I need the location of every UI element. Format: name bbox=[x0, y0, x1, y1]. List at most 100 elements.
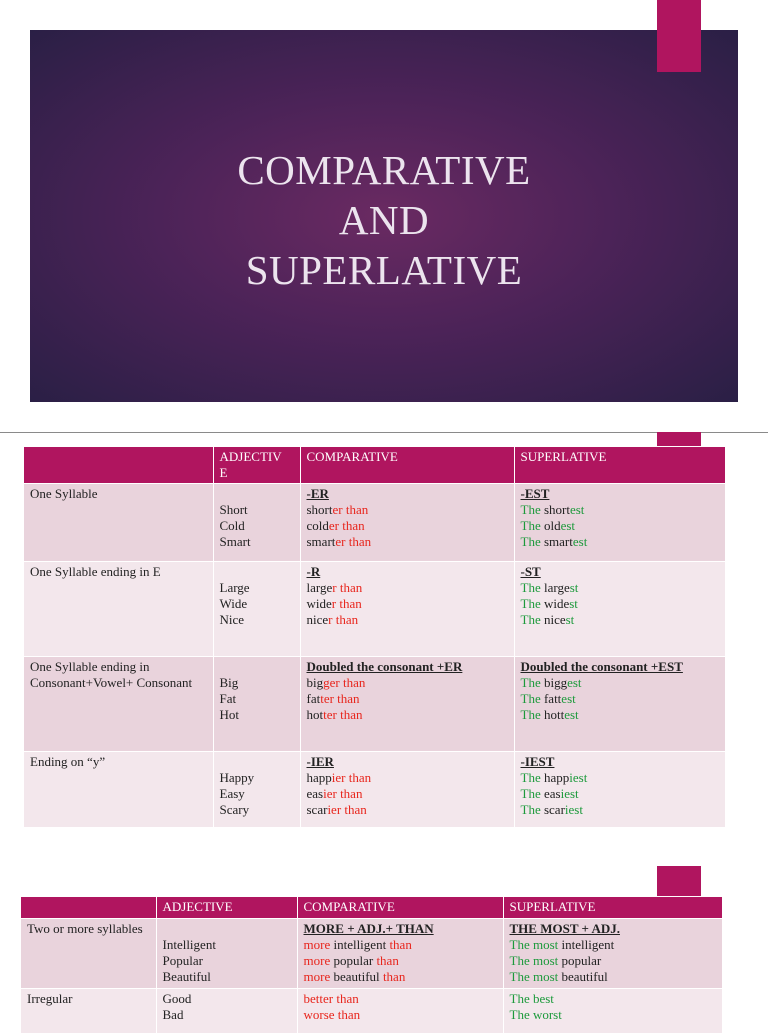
rule-category: One Syllable bbox=[24, 484, 213, 562]
table-row: One Syllable ending in E Large Wide Nice… bbox=[24, 562, 725, 657]
superlative-example: The scariest bbox=[521, 802, 719, 818]
adjective: Fat bbox=[220, 691, 294, 707]
title-line-2: AND bbox=[30, 195, 738, 245]
adjective: Big bbox=[220, 675, 294, 691]
superlative-cell: -IEST The happiest The easiest The scari… bbox=[514, 752, 725, 828]
superlative-example: The most intelligent bbox=[510, 937, 716, 953]
comparative-example: wider than bbox=[307, 596, 508, 612]
superlative-rule: -IEST bbox=[521, 754, 719, 770]
superlative-example: The nicest bbox=[521, 612, 719, 628]
header-category bbox=[21, 897, 156, 919]
table-row: Irregular Good Bad better than worse tha… bbox=[21, 989, 722, 1033]
comparative-rule: -ER bbox=[307, 486, 508, 502]
comparative-example: worse than bbox=[304, 1007, 497, 1023]
superlative-example: The happiest bbox=[521, 770, 719, 786]
slide-title: COMPARATIVE AND SUPERLATIVE bbox=[30, 145, 738, 295]
table-row: Ending on “y” Happy Easy Scary -IER happ… bbox=[24, 752, 725, 828]
adjective: Hot bbox=[220, 707, 294, 723]
superlative-example: The oldest bbox=[521, 518, 719, 534]
comparative-example: better than bbox=[304, 991, 497, 1007]
superlative-cell: -ST The largest The widest The nicest bbox=[514, 562, 725, 657]
comparative-example: nicer than bbox=[307, 612, 508, 628]
adjective: Smart bbox=[220, 534, 294, 550]
adjective: Intelligent bbox=[163, 937, 291, 953]
grammar-table-multi-syllable: ADJECTIVE COMPARATIVE SUPERLATIVE Two or… bbox=[21, 897, 723, 1033]
superlative-rule: Doubled the consonant +EST bbox=[521, 659, 719, 675]
superlative-example: The widest bbox=[521, 596, 719, 612]
rule-category: One Syllable ending in Consonant+Vowel+ … bbox=[24, 657, 213, 752]
header-comparative: COMPARATIVE bbox=[300, 447, 514, 484]
adjective: Wide bbox=[220, 596, 294, 612]
comparative-cell: -ER shorter than colder than smarter tha… bbox=[300, 484, 514, 562]
superlative-cell: The best The worst bbox=[503, 989, 722, 1033]
header-superlative: SUPERLATIVE bbox=[514, 447, 725, 484]
rule-category: Ending on “y” bbox=[24, 752, 213, 828]
slide-corner-tab bbox=[657, 866, 701, 896]
adjective: Happy bbox=[220, 770, 294, 786]
rule-category: One Syllable ending in E bbox=[24, 562, 213, 657]
title-line-1: COMPARATIVE bbox=[30, 145, 738, 195]
adjective: Large bbox=[220, 580, 294, 596]
comparative-cell: Doubled the consonant +ER bigger than fa… bbox=[300, 657, 514, 752]
adjective: Popular bbox=[163, 953, 291, 969]
superlative-rule: -ST bbox=[521, 564, 719, 580]
adjective: Cold bbox=[220, 518, 294, 534]
comparative-example: easier than bbox=[307, 786, 508, 802]
adjective-list: Big Fat Hot bbox=[213, 657, 300, 752]
superlative-example: The shortest bbox=[521, 502, 719, 518]
adjective: Nice bbox=[220, 612, 294, 628]
superlative-example: The smartest bbox=[521, 534, 719, 550]
adjective-list: Large Wide Nice bbox=[213, 562, 300, 657]
table-row: Two or more syllables Intelligent Popula… bbox=[21, 919, 722, 989]
adjective: Scary bbox=[220, 802, 294, 818]
header-adjective: ADJECTIVE bbox=[156, 897, 297, 919]
slide-divider bbox=[0, 432, 768, 433]
comparative-rule: MORE + ADJ.+ THAN bbox=[304, 921, 497, 937]
adjective-list: Happy Easy Scary bbox=[213, 752, 300, 828]
superlative-cell: Doubled the consonant +EST The biggest T… bbox=[514, 657, 725, 752]
title-line-3: SUPERLATIVE bbox=[30, 245, 738, 295]
comparative-cell: better than worse than bbox=[297, 989, 503, 1033]
adjective: Good bbox=[163, 991, 291, 1007]
superlative-example: The biggest bbox=[521, 675, 719, 691]
comparative-cell: -R larger than wider than nicer than bbox=[300, 562, 514, 657]
header-superlative: SUPERLATIVE bbox=[503, 897, 722, 919]
comparative-example: more popular than bbox=[304, 953, 497, 969]
rule-category: Two or more syllables bbox=[21, 919, 156, 989]
header-comparative: COMPARATIVE bbox=[297, 897, 503, 919]
comparative-cell: -IER happier than easier than scarier th… bbox=[300, 752, 514, 828]
adjective-list: Short Cold Smart bbox=[213, 484, 300, 562]
comparative-example: scarier than bbox=[307, 802, 508, 818]
adjective: Easy bbox=[220, 786, 294, 802]
superlative-example: The fattest bbox=[521, 691, 719, 707]
superlative-example: The best bbox=[510, 991, 716, 1007]
adjective-list: Intelligent Popular Beautiful bbox=[156, 919, 297, 989]
comparative-cell: MORE + ADJ.+ THAN more intelligent than … bbox=[297, 919, 503, 989]
table-header-row: ADJECTIVE COMPARATIVE SUPERLATIVE bbox=[21, 897, 722, 919]
comparative-example: colder than bbox=[307, 518, 508, 534]
comparative-example: more beautiful than bbox=[304, 969, 497, 985]
superlative-example: The largest bbox=[521, 580, 719, 596]
superlative-example: The most beautiful bbox=[510, 969, 716, 985]
comparative-rule: -IER bbox=[307, 754, 508, 770]
comparative-rule: Doubled the consonant +ER bbox=[307, 659, 508, 675]
adjective: Short bbox=[220, 502, 294, 518]
comparative-example: happier than bbox=[307, 770, 508, 786]
adjective-list: Good Bad bbox=[156, 989, 297, 1033]
adjective: Bad bbox=[163, 1007, 291, 1023]
superlative-cell: -EST The shortest The oldest The smartes… bbox=[514, 484, 725, 562]
slide-corner-tab bbox=[657, 432, 701, 446]
comparative-example: fatter than bbox=[307, 691, 508, 707]
table-row: One Syllable ending in Consonant+Vowel+ … bbox=[24, 657, 725, 752]
comparative-example: hotter than bbox=[307, 707, 508, 723]
comparative-example: smarter than bbox=[307, 534, 508, 550]
comparative-example: bigger than bbox=[307, 675, 508, 691]
superlative-rule: -EST bbox=[521, 486, 719, 502]
slide-corner-tab bbox=[657, 0, 701, 72]
superlative-example: The most popular bbox=[510, 953, 716, 969]
comparative-rule: -R bbox=[307, 564, 508, 580]
rule-category: Irregular bbox=[21, 989, 156, 1033]
comparative-example: larger than bbox=[307, 580, 508, 596]
